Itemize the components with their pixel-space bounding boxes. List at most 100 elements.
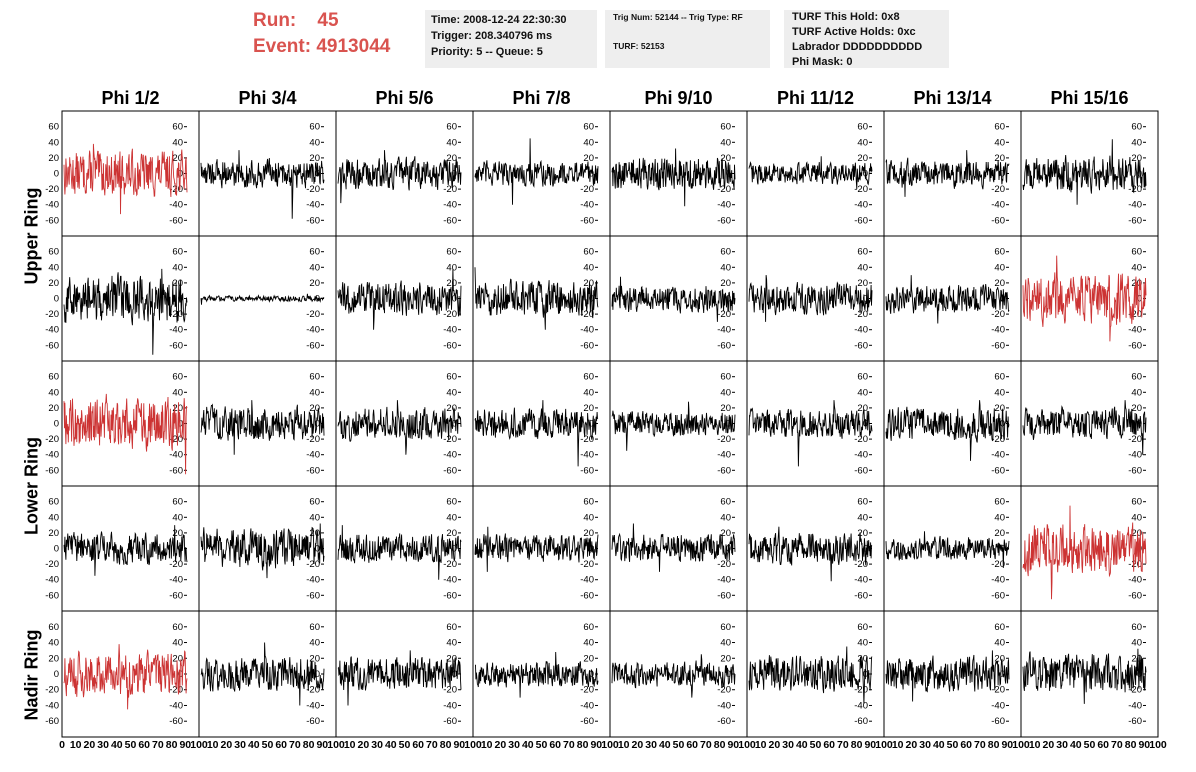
x-tick-label: 90 <box>316 739 328 751</box>
waveform-trace <box>200 400 325 455</box>
event-label: Event: <box>253 36 312 57</box>
x-tick-label: 90 <box>453 739 465 751</box>
x-tick-label: 70 <box>289 739 301 751</box>
x-tick-label: 100 <box>738 739 756 751</box>
waveform-trace <box>200 293 325 305</box>
y-tick-label: -60 <box>580 590 594 601</box>
x-tick-label: 50 <box>125 739 137 751</box>
x-tick-label: 100 <box>875 739 893 751</box>
outer-y-tick-label: -60 <box>45 590 59 601</box>
waveform-trace <box>748 400 873 467</box>
y-tick-label: 40 <box>309 387 320 398</box>
y-tick-label: -60 <box>854 465 868 476</box>
time-text: Time: 2008-12-24 22:30:30 <box>431 14 567 26</box>
y-tick-label: 40 <box>994 137 1005 148</box>
y-tick-label: -60 <box>1128 465 1142 476</box>
y-tick-label: -60 <box>717 590 731 601</box>
y-tick-label: 40 <box>309 137 320 148</box>
y-tick-label: -60 <box>169 215 183 226</box>
y-tick-label: -60 <box>443 465 457 476</box>
x-tick-label: 40 <box>796 739 808 751</box>
x-tick-label: 20 <box>221 739 233 751</box>
outer-y-tick-label: -20 <box>45 184 59 195</box>
outer-y-tick-label: -40 <box>45 450 59 461</box>
y-tick-label: 40 <box>583 137 594 148</box>
x-tick-label: 30 <box>1056 739 1068 751</box>
outer-y-tick-label: 40 <box>48 137 59 148</box>
column-header-phi-9-10: Phi 9/10 <box>644 88 713 108</box>
waveform-panel-r2-c3: -60 -40 -20 0 20 40 60 <box>472 360 611 487</box>
y-tick-label: -60 <box>580 340 594 351</box>
y-tick-label: 60 <box>1131 247 1142 258</box>
y-tick-label: -40 <box>991 325 1005 336</box>
y-tick-label: -20 <box>169 184 183 195</box>
waveform-trace <box>1022 505 1147 600</box>
waveform-trace <box>1022 255 1147 342</box>
column-header-phi-1-2: Phi 1/2 <box>101 88 160 108</box>
y-tick-label: -40 <box>854 200 868 211</box>
x-tick-label: 10 <box>892 739 904 751</box>
y-tick-label: 60 <box>172 622 183 633</box>
y-tick-label: -40 <box>854 575 868 586</box>
waveform-trace <box>63 393 188 475</box>
priority-text: Priority: 5 -- Queue: 5 <box>431 46 543 58</box>
waveform-trace <box>200 642 325 706</box>
x-tick-label: 30 <box>508 739 520 751</box>
y-tick-label: -20 <box>580 685 594 696</box>
x-tick-label: 30 <box>234 739 246 751</box>
y-tick-label: 40 <box>1131 512 1142 523</box>
y-tick-label: 60 <box>583 497 594 508</box>
y-tick-label: 40 <box>309 512 320 523</box>
y-tick-label: 40 <box>1131 638 1142 649</box>
y-tick-label: 20 <box>172 403 183 414</box>
outer-y-tick-label: 40 <box>48 387 59 398</box>
y-tick-label: -20 <box>169 685 183 696</box>
y-tick-label: 60 <box>720 497 731 508</box>
x-tick-label: 30 <box>919 739 931 751</box>
y-tick-label: -20 <box>443 309 457 320</box>
y-tick-label: 20 <box>1131 528 1142 539</box>
y-tick-label: 40 <box>720 387 731 398</box>
turf-hold-text: TURF This Hold: 0x8 <box>792 11 900 23</box>
y-tick-label: -20 <box>1128 559 1142 570</box>
waveform-trace <box>748 275 873 322</box>
y-tick-label: -20 <box>717 685 731 696</box>
y-tick-label: -60 <box>1128 590 1142 601</box>
time-info-box: Time: 2008-12-24 22:30:30 Trigger: 208.3… <box>425 10 597 68</box>
x-tick-label: 60 <box>412 739 424 751</box>
y-tick-label: 40 <box>857 638 868 649</box>
y-tick-label: -60 <box>169 340 183 351</box>
y-tick-label: -60 <box>854 590 868 601</box>
y-tick-label: -20 <box>169 559 183 570</box>
x-tick-label: 60 <box>960 739 972 751</box>
y-tick-label: 40 <box>994 512 1005 523</box>
y-tick-label: -40 <box>717 700 731 711</box>
y-tick-label: -60 <box>854 716 868 727</box>
y-tick-label: 20 <box>994 278 1005 289</box>
y-tick-label: 60 <box>446 247 457 258</box>
x-tick-label: 40 <box>933 739 945 751</box>
y-tick-label: 40 <box>309 262 320 273</box>
y-tick-label: -60 <box>854 215 868 226</box>
y-tick-label: 40 <box>857 262 868 273</box>
y-tick-label: 20 <box>720 528 731 539</box>
y-tick-label: 20 <box>857 153 868 164</box>
y-tick-label: 60 <box>583 122 594 133</box>
outer-y-tick-label: -20 <box>45 685 59 696</box>
y-tick-label: -20 <box>1128 184 1142 195</box>
x-tick-label: 50 <box>1084 739 1096 751</box>
y-tick-label: -40 <box>717 575 731 586</box>
outer-y-tick-label: 20 <box>48 528 59 539</box>
y-tick-label: 60 <box>857 372 868 383</box>
outer-y-tick-label: -60 <box>45 215 59 226</box>
y-tick-label: 60 <box>857 622 868 633</box>
y-tick-label: -20 <box>443 559 457 570</box>
y-tick-label: 60 <box>583 247 594 258</box>
y-tick-label: 20 <box>720 403 731 414</box>
